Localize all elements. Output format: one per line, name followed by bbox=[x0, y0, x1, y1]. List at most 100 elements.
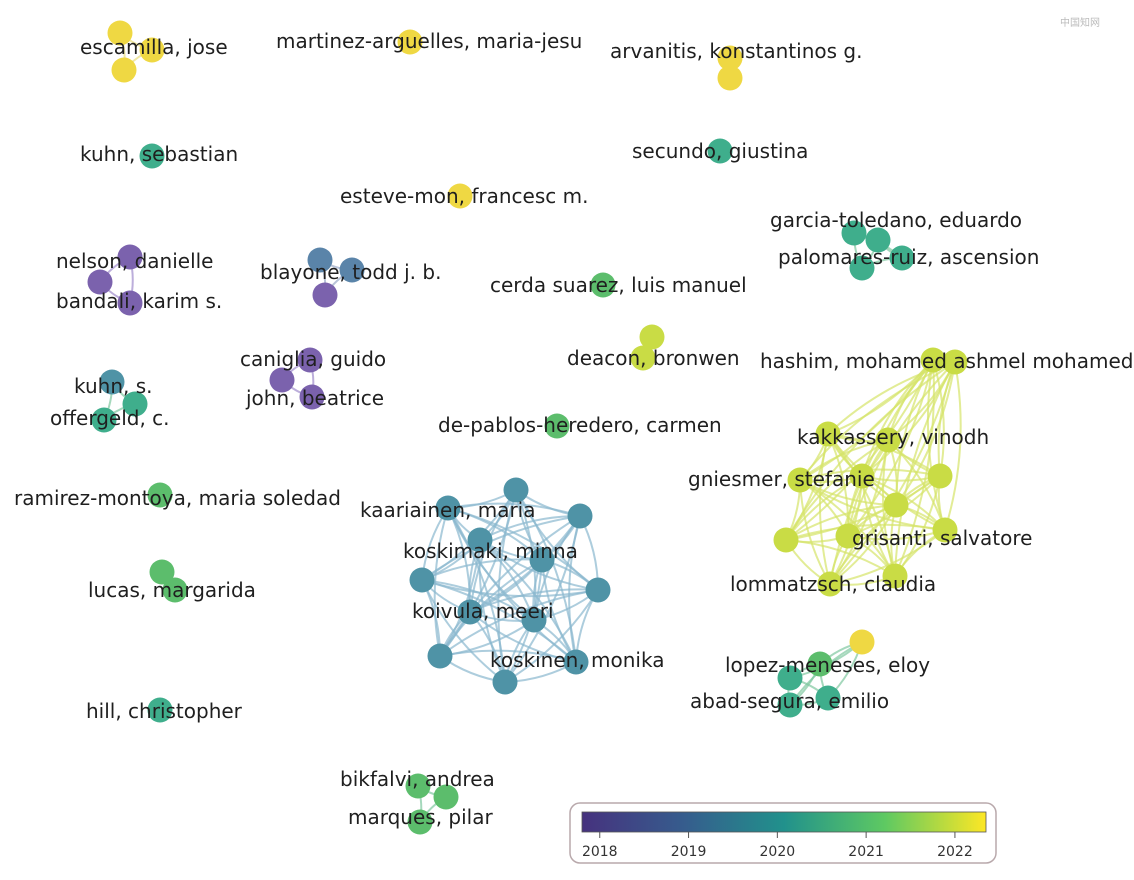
legend-tick-label: 2020 bbox=[760, 844, 796, 860]
cluster-edge-yellow bbox=[926, 359, 946, 531]
author-node[interactable] bbox=[147, 697, 173, 723]
author-node[interactable] bbox=[87, 269, 113, 295]
author-node[interactable] bbox=[777, 665, 803, 691]
author-node[interactable] bbox=[883, 492, 909, 518]
author-label: caniglia, guido bbox=[240, 347, 386, 371]
author-node[interactable] bbox=[849, 629, 875, 655]
legend-colorbar bbox=[581, 811, 987, 833]
author-node[interactable] bbox=[590, 272, 616, 298]
author-node[interactable] bbox=[835, 523, 861, 549]
cluster-edge-blue bbox=[497, 489, 517, 683]
author-label: hashim, mohamed ashmel mohamed bbox=[760, 349, 1133, 373]
author-node[interactable] bbox=[503, 477, 529, 503]
author-node[interactable] bbox=[817, 571, 843, 597]
cluster-edge-yellow bbox=[932, 359, 945, 477]
cluster-edge-blue bbox=[478, 539, 506, 683]
author-label: lopez-meneses, eloy bbox=[725, 653, 930, 677]
author-label: grisanti, salvatore bbox=[852, 526, 1032, 550]
author-label: marques, pilar bbox=[348, 805, 493, 829]
author-node[interactable] bbox=[117, 244, 143, 270]
author-node[interactable] bbox=[920, 347, 946, 373]
author-node[interactable] bbox=[405, 773, 431, 799]
author-label: john, beatrice bbox=[245, 386, 384, 410]
author-node[interactable] bbox=[111, 57, 137, 83]
cluster-edge-yellow bbox=[944, 361, 962, 531]
author-node[interactable] bbox=[139, 37, 165, 63]
author-label: ramirez-montoya, maria soledad bbox=[14, 486, 341, 510]
author-label: garcia-toledano, eduardo bbox=[770, 208, 1022, 232]
author-node[interactable] bbox=[707, 138, 733, 164]
author-node[interactable] bbox=[882, 563, 908, 589]
author-node[interactable] bbox=[427, 643, 453, 669]
author-node[interactable] bbox=[787, 467, 813, 493]
author-node[interactable] bbox=[717, 45, 743, 71]
author-node[interactable] bbox=[457, 599, 483, 625]
author-node[interactable] bbox=[889, 245, 915, 271]
author-node[interactable] bbox=[122, 391, 148, 417]
legend-tick-label: 2019 bbox=[671, 844, 707, 860]
author-node[interactable] bbox=[841, 220, 867, 246]
author-node[interactable] bbox=[397, 29, 423, 55]
author-node[interactable] bbox=[875, 427, 901, 453]
author-node[interactable] bbox=[807, 651, 833, 677]
author-node[interactable] bbox=[492, 669, 518, 695]
author-node[interactable] bbox=[467, 527, 493, 553]
author-node[interactable] bbox=[927, 463, 953, 489]
legend-tick-label: 2021 bbox=[848, 844, 884, 860]
author-node[interactable] bbox=[521, 607, 547, 633]
author-node[interactable] bbox=[297, 347, 323, 373]
author-node[interactable] bbox=[447, 183, 473, 209]
cluster-edge-blue bbox=[439, 589, 599, 657]
cluster-edge-yellow bbox=[829, 529, 946, 585]
author-node[interactable] bbox=[942, 349, 968, 375]
author-node[interactable] bbox=[117, 290, 143, 316]
author-node[interactable] bbox=[339, 257, 365, 283]
author-node[interactable] bbox=[529, 547, 555, 573]
author-label: nelson, danielle bbox=[56, 249, 214, 273]
author-node[interactable] bbox=[773, 527, 799, 553]
author-label: blayone, todd j. b. bbox=[260, 260, 441, 284]
author-node[interactable] bbox=[299, 384, 325, 410]
cluster-edge-blue bbox=[421, 579, 577, 663]
cluster-edge-blue bbox=[421, 515, 581, 581]
author-node[interactable] bbox=[409, 567, 435, 593]
author-node[interactable] bbox=[407, 809, 433, 835]
author-node[interactable] bbox=[567, 503, 593, 529]
author-node[interactable] bbox=[312, 282, 338, 308]
author-node[interactable] bbox=[849, 463, 875, 489]
author-label: de-pablos-heredero, carmen bbox=[438, 413, 722, 437]
author-node[interactable] bbox=[849, 255, 875, 281]
author-node[interactable] bbox=[777, 692, 803, 718]
author-node[interactable] bbox=[815, 685, 841, 711]
author-node[interactable] bbox=[433, 784, 459, 810]
author-node[interactable] bbox=[563, 649, 589, 675]
author-node[interactable] bbox=[585, 577, 611, 603]
author-node[interactable] bbox=[99, 369, 125, 395]
author-label: esteve-mon, francesc m. bbox=[340, 184, 588, 208]
author-node[interactable] bbox=[544, 413, 570, 439]
author-label: koskimaki, minna bbox=[403, 539, 578, 563]
author-node[interactable] bbox=[139, 143, 165, 169]
author-label: kakkassery, vinodh bbox=[797, 425, 989, 449]
author-node[interactable] bbox=[107, 20, 133, 46]
cluster-edge-yellow bbox=[785, 523, 946, 541]
author-node[interactable] bbox=[147, 482, 173, 508]
legend-tick-label: 2022 bbox=[937, 844, 973, 860]
author-node[interactable] bbox=[269, 367, 295, 393]
author-node[interactable] bbox=[91, 407, 117, 433]
author-node[interactable] bbox=[932, 517, 958, 543]
author-node[interactable] bbox=[149, 559, 175, 585]
author-node[interactable] bbox=[162, 577, 188, 603]
author-node[interactable] bbox=[630, 345, 656, 371]
author-node[interactable] bbox=[639, 324, 665, 350]
author-node[interactable] bbox=[815, 421, 841, 447]
author-node[interactable] bbox=[865, 227, 891, 253]
author-label: lommatzsch, claudia bbox=[730, 572, 936, 596]
cluster-edge-blue bbox=[439, 515, 581, 657]
author-node[interactable] bbox=[435, 495, 461, 521]
author-node[interactable] bbox=[717, 65, 743, 91]
author-node[interactable] bbox=[307, 247, 333, 273]
author-label: deacon, bronwen bbox=[567, 346, 740, 370]
